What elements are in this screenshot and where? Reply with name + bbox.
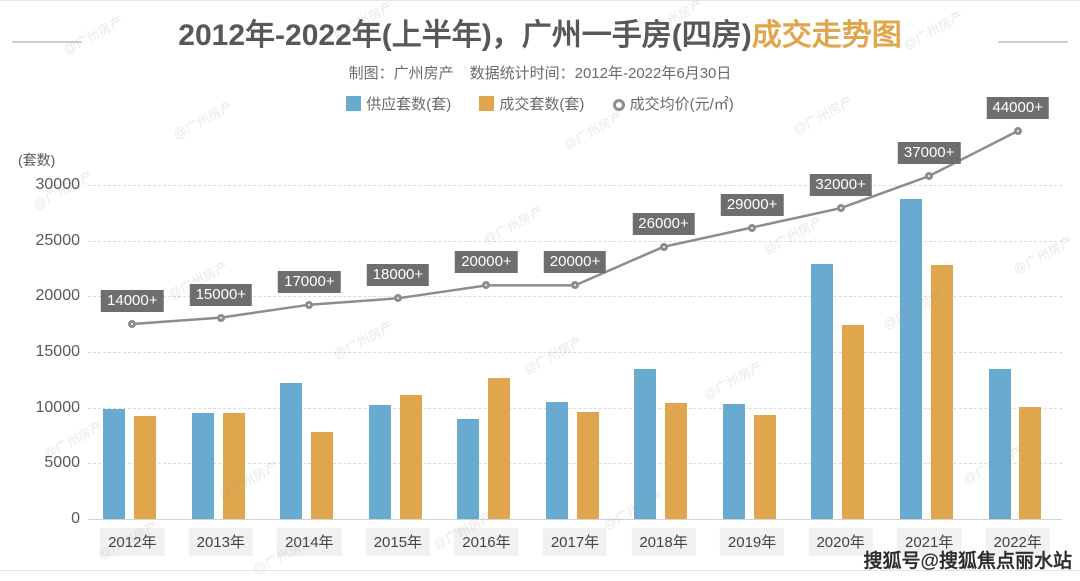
plot-area: 30000 25000 20000 15000 10000 5000 0 bbox=[36, 176, 1062, 527]
bar-supply[interactable] bbox=[811, 264, 834, 519]
bar-group bbox=[442, 185, 531, 519]
price-point-marker[interactable] bbox=[925, 172, 934, 181]
y-axis-tick-label: 30000 bbox=[35, 176, 81, 193]
bar-group bbox=[177, 185, 266, 519]
x-axis-tick-label: 2020年 bbox=[808, 528, 873, 556]
bar-group bbox=[354, 185, 443, 519]
bar-group bbox=[708, 185, 797, 519]
legend-item-deal: 成交套数(套) bbox=[479, 93, 584, 114]
top-frame-line bbox=[0, 0, 1080, 1]
legend-marker-circle-icon bbox=[612, 99, 625, 111]
bar-group bbox=[619, 185, 708, 519]
bar-supply[interactable] bbox=[545, 401, 568, 519]
bar-deal[interactable] bbox=[1019, 407, 1042, 519]
legend-swatch-supply-icon bbox=[346, 96, 362, 111]
legend-item-price: 成交均价(元/㎡) bbox=[612, 93, 734, 114]
chart-legend: 供应套数(套) 成交套数(套) 成交均价(元/㎡) bbox=[0, 93, 1080, 114]
bar-deal[interactable] bbox=[930, 265, 953, 519]
y-axis-tick-label: 15000 bbox=[35, 343, 81, 360]
bar-supply[interactable] bbox=[899, 199, 922, 519]
gridline bbox=[88, 519, 1062, 520]
bar-group bbox=[973, 185, 1062, 519]
bottom-frame-line bbox=[0, 570, 1080, 571]
legend-swatch-deal-icon bbox=[479, 96, 495, 111]
chart-title-main: 2012年-2022年(上半年)，广州一手房(四房) bbox=[178, 19, 752, 52]
x-axis-tick-label: 2014年 bbox=[277, 528, 342, 556]
x-axis-labels: 2012年 2013年 2014年 2015年 2016年 2017年 2018年 2019年… bbox=[88, 528, 1062, 556]
x-axis-tick-label: 2019年 bbox=[719, 528, 785, 556]
bar-supply[interactable] bbox=[103, 408, 126, 519]
bar-group bbox=[885, 185, 974, 519]
gridline bbox=[88, 407, 1062, 409]
x-axis-tick-label: 2022年 bbox=[985, 528, 1050, 556]
bar-group bbox=[265, 185, 354, 519]
gridline bbox=[88, 352, 1062, 353]
bar-supply[interactable] bbox=[722, 404, 745, 519]
y-axis-tick-label: 5000 bbox=[44, 454, 80, 472]
y-axis-tick-label: 25000 bbox=[35, 231, 81, 249]
y-axis-tick-label: 20000 bbox=[35, 287, 81, 305]
y-axis-tick-label: 0 bbox=[71, 510, 80, 527]
y-axis-unit-label: (套数) bbox=[18, 152, 56, 168]
legend-label-price: 成交均价(元/㎡) bbox=[629, 96, 734, 113]
chart-title-accent: 成交走势图 bbox=[751, 19, 902, 52]
x-axis-tick-label: 2021年 bbox=[896, 528, 962, 556]
x-axis-tick-label: 2013年 bbox=[188, 528, 253, 556]
bar-group bbox=[531, 185, 620, 519]
bar-deal[interactable] bbox=[753, 414, 776, 519]
bar-deal[interactable] bbox=[399, 394, 422, 519]
title-rule-right bbox=[998, 41, 1068, 43]
title-rule-left bbox=[12, 41, 82, 43]
bar-deal[interactable] bbox=[488, 377, 511, 519]
bar-deal[interactable] bbox=[665, 402, 688, 519]
bar-series-layer bbox=[88, 185, 1062, 519]
bar-deal[interactable] bbox=[576, 411, 599, 519]
bar-deal[interactable] bbox=[311, 431, 334, 519]
subtitle-author: 制图：广州房产 bbox=[348, 65, 454, 82]
legend-item-supply: 供应套数(套) bbox=[346, 93, 451, 114]
chart-title: 2012年-2022年(上半年)，广州一手房(四房)成交走势图 bbox=[0, 10, 1080, 54]
source-watermark: 搜狐号@搜狐焦点丽水站 bbox=[863, 551, 1072, 572]
price-data-label: 37000+ bbox=[897, 142, 961, 165]
gridline bbox=[88, 463, 1062, 465]
bar-group bbox=[796, 185, 885, 519]
subtitle-period: 数据统计时间：2012年-2022年6月30日 bbox=[469, 65, 732, 82]
bar-supply[interactable] bbox=[280, 382, 303, 519]
x-axis-tick-label: 2016年 bbox=[454, 528, 519, 556]
x-axis-tick-label: 2012年 bbox=[100, 528, 165, 556]
bar-supply[interactable] bbox=[191, 412, 214, 519]
chart-subtitle: 制图：广州房产 数据统计时间：2012年-2022年6月30日 bbox=[0, 62, 1080, 83]
bar-group bbox=[88, 185, 177, 519]
price-point-marker[interactable] bbox=[1013, 127, 1022, 135]
bar-supply[interactable] bbox=[368, 405, 391, 519]
bar-supply[interactable] bbox=[457, 419, 480, 519]
legend-label-supply: 供应套数(套) bbox=[366, 96, 452, 113]
bar-deal[interactable] bbox=[222, 413, 245, 519]
x-axis-tick-label: 2015年 bbox=[365, 528, 431, 556]
bar-deal[interactable] bbox=[134, 416, 157, 519]
legend-label-deal: 成交套数(套) bbox=[499, 96, 585, 113]
y-axis-tick-label: 10000 bbox=[35, 398, 81, 416]
bar-supply[interactable] bbox=[988, 368, 1011, 519]
bar-deal[interactable] bbox=[842, 325, 865, 519]
x-axis-tick-label: 2018年 bbox=[631, 528, 696, 556]
bar-supply[interactable] bbox=[634, 368, 657, 519]
x-axis-tick-label: 2017年 bbox=[542, 528, 608, 556]
